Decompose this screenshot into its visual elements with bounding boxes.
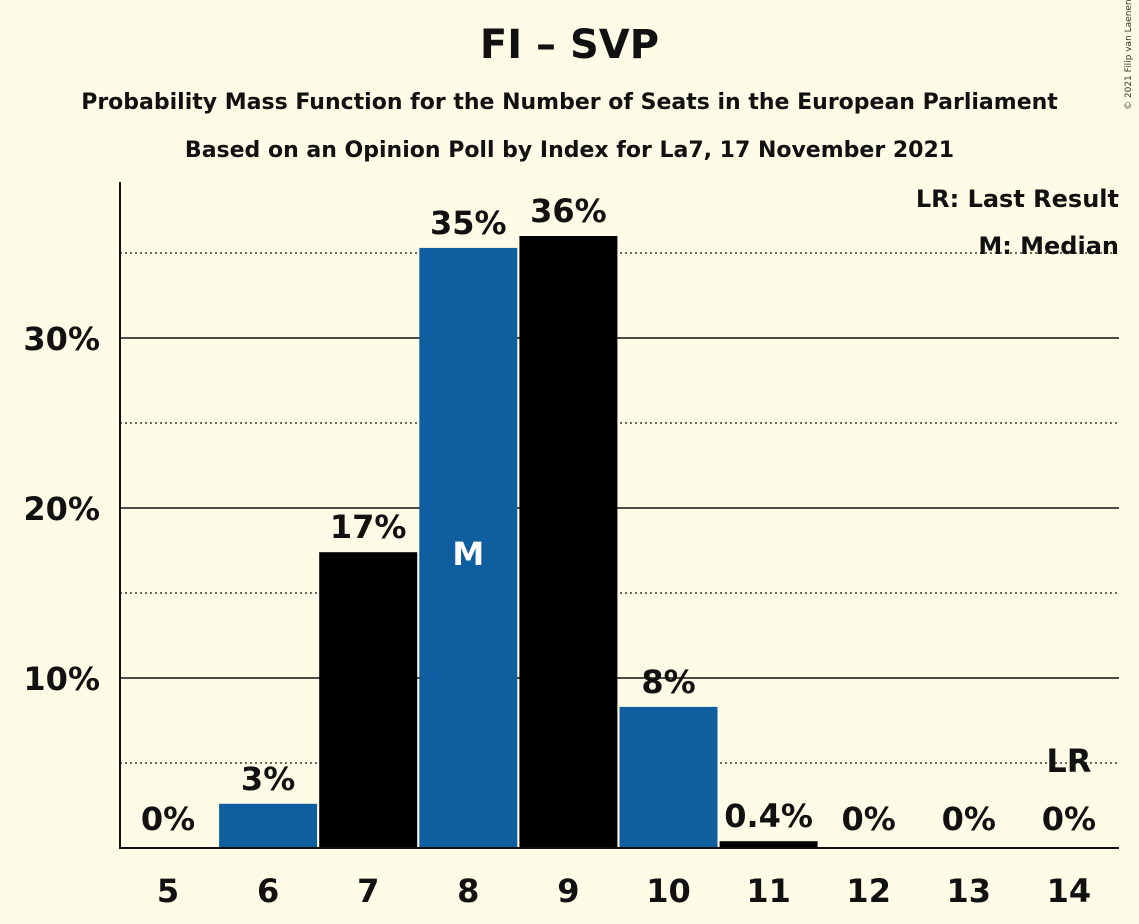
bar [719, 841, 818, 848]
x-tick-label: 8 [457, 872, 479, 910]
x-tick-label: 9 [557, 872, 579, 910]
chart-title: FI – SVP [479, 22, 660, 68]
y-tick-label: 20% [23, 490, 100, 528]
y-tick-label: 30% [23, 320, 100, 358]
bar [219, 803, 318, 848]
data-label: 0.4% [724, 797, 813, 835]
x-tick-label: 14 [1047, 872, 1092, 910]
bar [519, 236, 618, 848]
data-label: 0% [842, 800, 896, 838]
bar [319, 552, 418, 848]
legend-last-result: LR: Last Result [915, 185, 1119, 213]
chart-subtitle-source: Based on an Opinion Poll by Index for La… [184, 138, 955, 163]
data-label: 35% [430, 204, 507, 242]
last-result-marker: LR [1046, 742, 1091, 780]
bar [619, 706, 718, 848]
data-label: 17% [330, 508, 407, 546]
y-tick-label: 10% [23, 660, 100, 698]
x-tick-label: 10 [646, 872, 691, 910]
x-tick-label: 12 [846, 872, 891, 910]
x-tick-label: 6 [257, 872, 279, 910]
data-label: 36% [530, 192, 607, 230]
data-label: 0% [141, 800, 195, 838]
data-label: 0% [942, 800, 996, 838]
median-marker: M [452, 535, 484, 573]
data-label: 8% [641, 663, 695, 701]
data-label: 0% [1042, 800, 1096, 838]
x-tick-label: 7 [357, 872, 379, 910]
data-label: 3% [241, 760, 295, 798]
x-tick-label: 5 [157, 872, 179, 910]
chart-subtitle: Probability Mass Function for the Number… [81, 90, 1058, 115]
legend-median: M: Median [978, 232, 1119, 260]
bar [419, 247, 518, 848]
x-tick-label: 13 [947, 872, 992, 910]
x-tick-label: 11 [746, 872, 791, 910]
